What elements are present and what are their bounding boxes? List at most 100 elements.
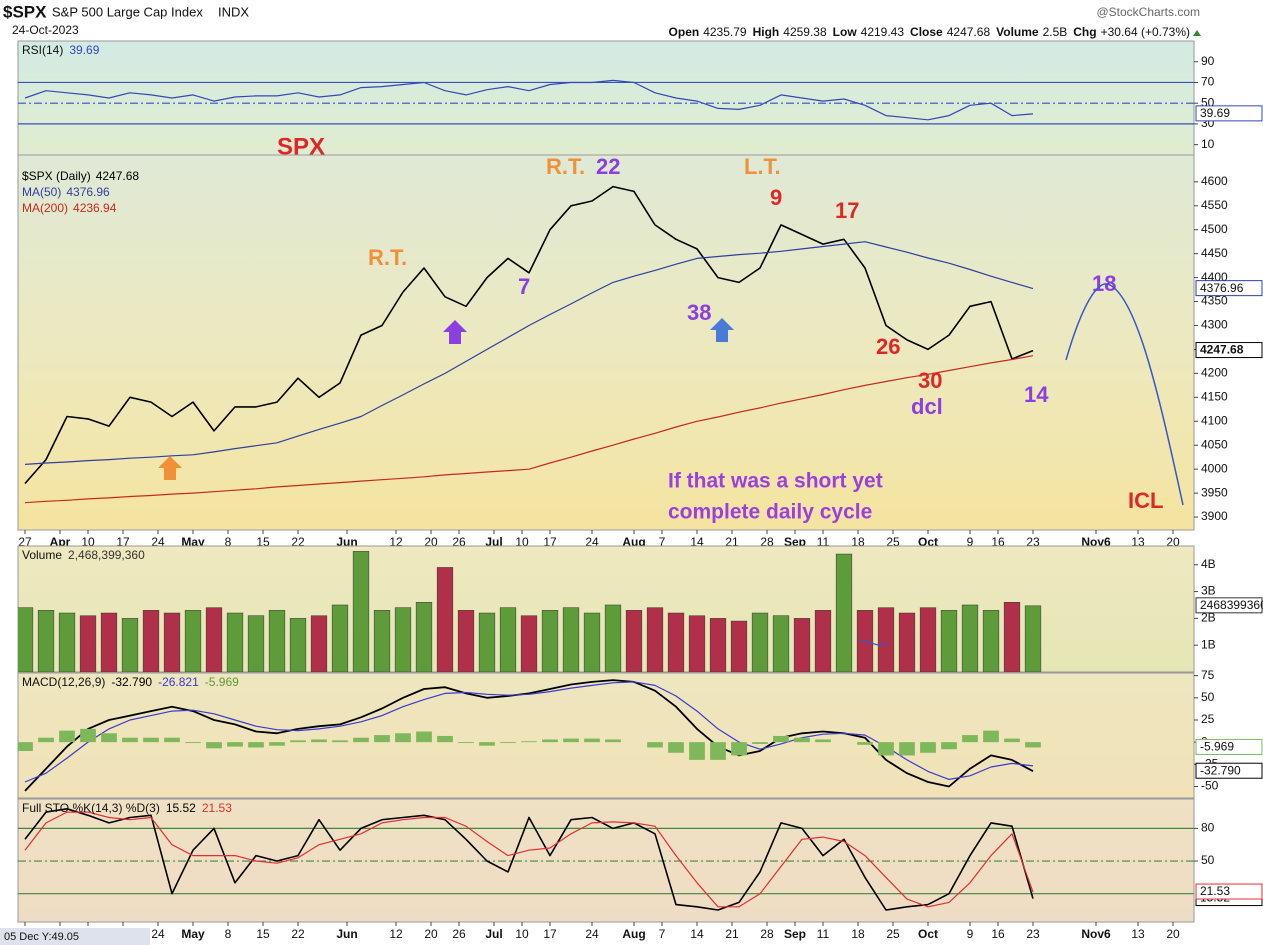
y-tick-label: 4550 — [1201, 198, 1228, 212]
chart-date: 24-Oct-2023 — [12, 23, 79, 37]
annotation: If that was a short yet — [668, 470, 883, 493]
x-tick-label: 8 — [225, 927, 232, 941]
x-tick-label: 20 — [1166, 927, 1180, 941]
x-tick-label: 9 — [967, 927, 974, 941]
value-flag: 4247.68 — [1195, 342, 1263, 359]
bar — [542, 739, 558, 743]
x-tick-label: Jul — [485, 927, 502, 941]
bar — [730, 620, 748, 672]
bar — [352, 551, 370, 672]
y-tick-label: 4500 — [1201, 222, 1228, 236]
x-tick-label: 24 — [151, 927, 165, 941]
bar — [247, 615, 265, 672]
bar — [689, 742, 705, 760]
bar — [646, 607, 664, 672]
y-tick-label: 3900 — [1201, 509, 1228, 523]
x-tick-label: 11 — [817, 927, 830, 941]
x-tick-label: 23 — [1026, 927, 1040, 941]
series-line — [24, 811, 1034, 908]
y-tick-label: 4000 — [1201, 461, 1228, 475]
value-flag-box — [1195, 883, 1263, 900]
x-tick-label: 15 — [256, 927, 270, 941]
legend: RSI(14) 39.69 — [22, 43, 100, 57]
bar — [1003, 602, 1021, 672]
annotation: 18 — [1092, 271, 1116, 296]
bar — [101, 733, 117, 743]
y-tick-label: 4450 — [1201, 246, 1228, 260]
bar — [79, 615, 97, 672]
up-triangle — [1193, 30, 1201, 36]
value-flag: 2468399360 — [1195, 597, 1263, 614]
y-tick-label: 2B — [1201, 611, 1216, 625]
series-line — [24, 681, 1034, 783]
value-flag-label: 2468399360 — [1200, 598, 1263, 612]
bar — [772, 615, 790, 672]
bar — [374, 735, 390, 743]
quote-label: Close — [910, 25, 943, 39]
bar — [751, 612, 769, 672]
bar — [731, 742, 747, 756]
quote-value: 4259.38 — [783, 25, 827, 39]
y-tick-label: 50 — [1201, 690, 1215, 704]
x-tick-label: 25 — [886, 927, 900, 941]
legend-value: 2,468,399,360 — [68, 548, 145, 562]
bar — [206, 742, 222, 749]
value-flag: 21.53 — [1195, 883, 1263, 900]
bar — [521, 741, 537, 743]
y-tick-label: 75 — [1201, 668, 1215, 682]
legend-title: Full STO %K(14,3) %D(3) — [22, 801, 160, 815]
bar — [122, 737, 138, 743]
bar — [353, 737, 369, 743]
annotation: 30 — [918, 368, 942, 393]
bar — [940, 610, 958, 672]
bar — [332, 740, 348, 743]
y-tick-label: 10 — [1201, 137, 1215, 151]
bar — [962, 735, 978, 743]
bar — [290, 740, 306, 743]
value-flag-box — [1195, 105, 1263, 122]
y-tick-label: 90 — [1201, 54, 1215, 68]
bar — [499, 607, 517, 672]
bar — [752, 742, 768, 744]
quote-value: 4247.68 — [947, 25, 991, 39]
x-tick-label: 17 — [543, 927, 557, 941]
value-flag-box — [1195, 342, 1263, 359]
x-tick-label: 9 — [967, 535, 974, 549]
bar — [457, 610, 475, 672]
x-tick-label: 7 — [659, 535, 666, 549]
bar — [562, 607, 580, 672]
x-tick-label: May — [181, 927, 205, 941]
legend-value: 39.69 — [69, 43, 99, 57]
legend-value: -26.821 — [158, 675, 199, 689]
series-line — [24, 241, 1034, 465]
bar — [898, 612, 916, 672]
bar — [941, 742, 957, 750]
bar — [394, 607, 412, 672]
legend-value: 21.53 — [202, 801, 232, 815]
bar — [709, 618, 727, 672]
legend-value: 4247.68 — [96, 169, 140, 183]
bar — [899, 742, 915, 756]
legend-name: $SPX (Daily) — [22, 169, 91, 183]
panel-background — [17, 672, 1195, 799]
legend: Full STO %K(14,3) %D(3) 15.52 21.53 — [22, 801, 232, 815]
quote-value: 4235.79 — [703, 25, 747, 39]
annotation: 22 — [596, 154, 620, 179]
y-tick-label: 4200 — [1201, 366, 1228, 380]
bar — [436, 567, 454, 672]
value-flag-label: 4376.96 — [1200, 281, 1244, 295]
x-tick-label: 10 — [515, 927, 529, 941]
annotation: 26 — [876, 334, 900, 359]
bar — [416, 731, 432, 743]
quote-value: 4219.43 — [861, 25, 905, 39]
bar — [289, 618, 307, 672]
series-line — [24, 355, 1034, 504]
value-flag-label: 4247.68 — [1200, 343, 1244, 357]
value-flag: 39.69 — [1195, 105, 1263, 122]
index-name: S&P 500 Large Cap Index — [52, 4, 203, 19]
legend-value: 4236.94 — [73, 201, 117, 215]
bar — [38, 737, 54, 743]
readout: 05 Dec Y:49.05 — [0, 928, 150, 945]
